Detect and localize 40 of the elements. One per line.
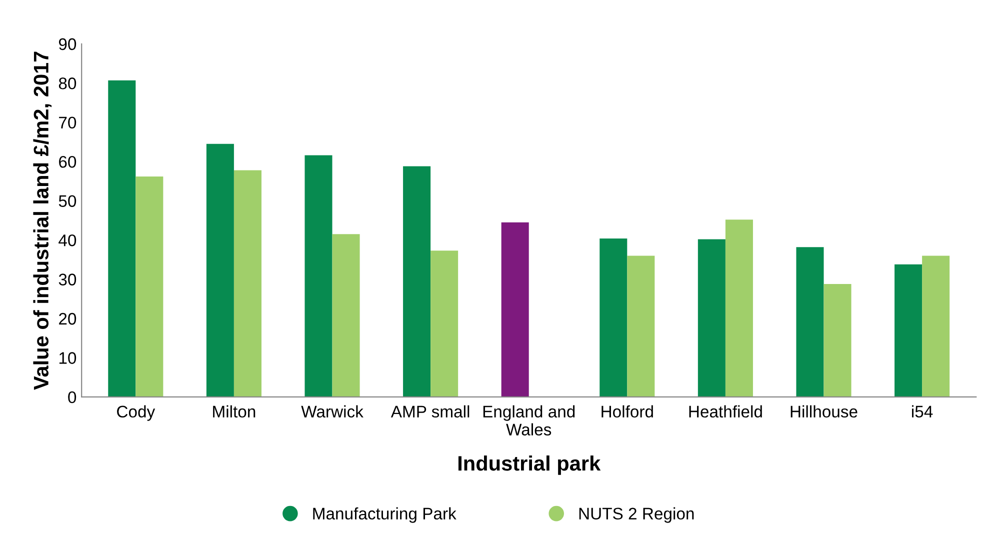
x-tick-label: Warwick: [301, 405, 364, 418]
bar: [627, 256, 655, 397]
y-tick-label: 40: [58, 234, 76, 246]
y-tick-label: 70: [59, 116, 76, 129]
bar: [108, 80, 136, 397]
y-tick-label: 30: [58, 274, 76, 286]
x-tick-label: Heathfield: [689, 405, 762, 418]
bar: [430, 250, 458, 397]
x-tick-label: AMP small: [390, 405, 470, 418]
x-tick-label: Hillhouse: [790, 405, 858, 418]
bar: [234, 170, 262, 397]
y-tick-label: 60: [59, 156, 76, 168]
bar: [304, 155, 332, 397]
x-tick-label: Milton: [213, 405, 256, 418]
bar: [403, 166, 431, 397]
bar: [698, 239, 726, 397]
bar: [600, 238, 628, 397]
y-tick-label: 80: [58, 78, 76, 90]
bar: [501, 222, 529, 397]
bar: [824, 284, 852, 397]
bar: [136, 176, 164, 397]
y-tick-label: 90: [58, 38, 76, 50]
y-tick-label: 20: [59, 312, 76, 325]
y-tick-label: 0: [68, 391, 76, 404]
bar: [332, 234, 360, 397]
bar: [206, 144, 234, 397]
bar: [796, 247, 824, 397]
y-tick-label: 10: [59, 352, 76, 364]
x-tick-label: England and Wales: [483, 405, 575, 436]
bar: [725, 220, 753, 397]
bar: [922, 256, 950, 397]
x-tick-label: Cody: [117, 405, 156, 421]
x-tick-label: i54: [912, 405, 933, 418]
y-axis-title: Value of industrial land £/m2, 2017: [33, 52, 52, 390]
y-tick-label: 50: [58, 195, 76, 208]
bar: [894, 264, 922, 397]
legend-label: NUTS 2 Region: [579, 507, 694, 523]
legend-label: Manufacturing Park: [313, 507, 456, 523]
x-tick-label: Holford: [602, 405, 653, 418]
x-axis-title: Industrial park: [458, 455, 601, 475]
